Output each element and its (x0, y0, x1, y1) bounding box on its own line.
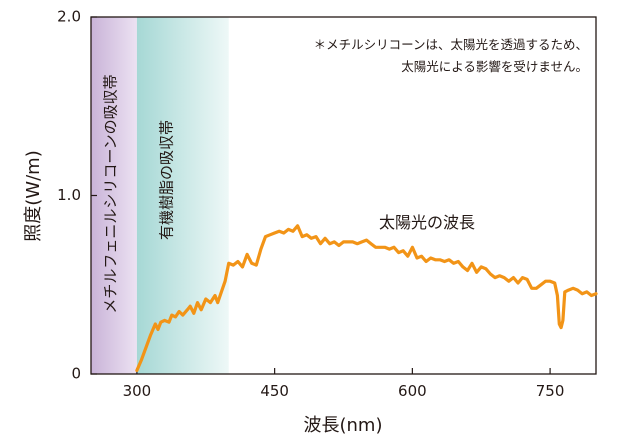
y-tick-labels: 0 1.0 2.0 (57, 8, 81, 383)
x-tick-label: 600 (398, 382, 427, 400)
absorption-band-methylphenyl (91, 17, 137, 374)
x-tick-labels: 300 450 600 750 (123, 382, 565, 400)
y-tick-label: 1.0 (57, 186, 81, 204)
annotation-line-2: 太陽光による影響を受けません。 (401, 59, 588, 74)
x-tick-label: 300 (123, 382, 152, 400)
y-axis-title: 照度(W/m) (23, 150, 44, 241)
series-label: 太陽光の波長 (379, 213, 475, 232)
y-tick-label: 0 (71, 365, 81, 383)
absorption-band-organic-resin (136, 17, 229, 374)
x-axis-title: 波長(nm) (304, 415, 383, 436)
band-label-methylphenyl: メチルフェニルシリコーンの吸収帯 (101, 74, 119, 313)
x-tick-label: 750 (536, 382, 565, 400)
band-label-organic-resin: 有機樹脂の吸収帯 (157, 120, 175, 240)
sunlight-spectrum-line (135, 224, 598, 372)
y-tick-label: 2.0 (57, 8, 81, 26)
annotation-line-1: ＊メチルシリコーンは、太陽光を透過するため、 (314, 37, 588, 52)
x-tick-label: 450 (260, 382, 289, 400)
